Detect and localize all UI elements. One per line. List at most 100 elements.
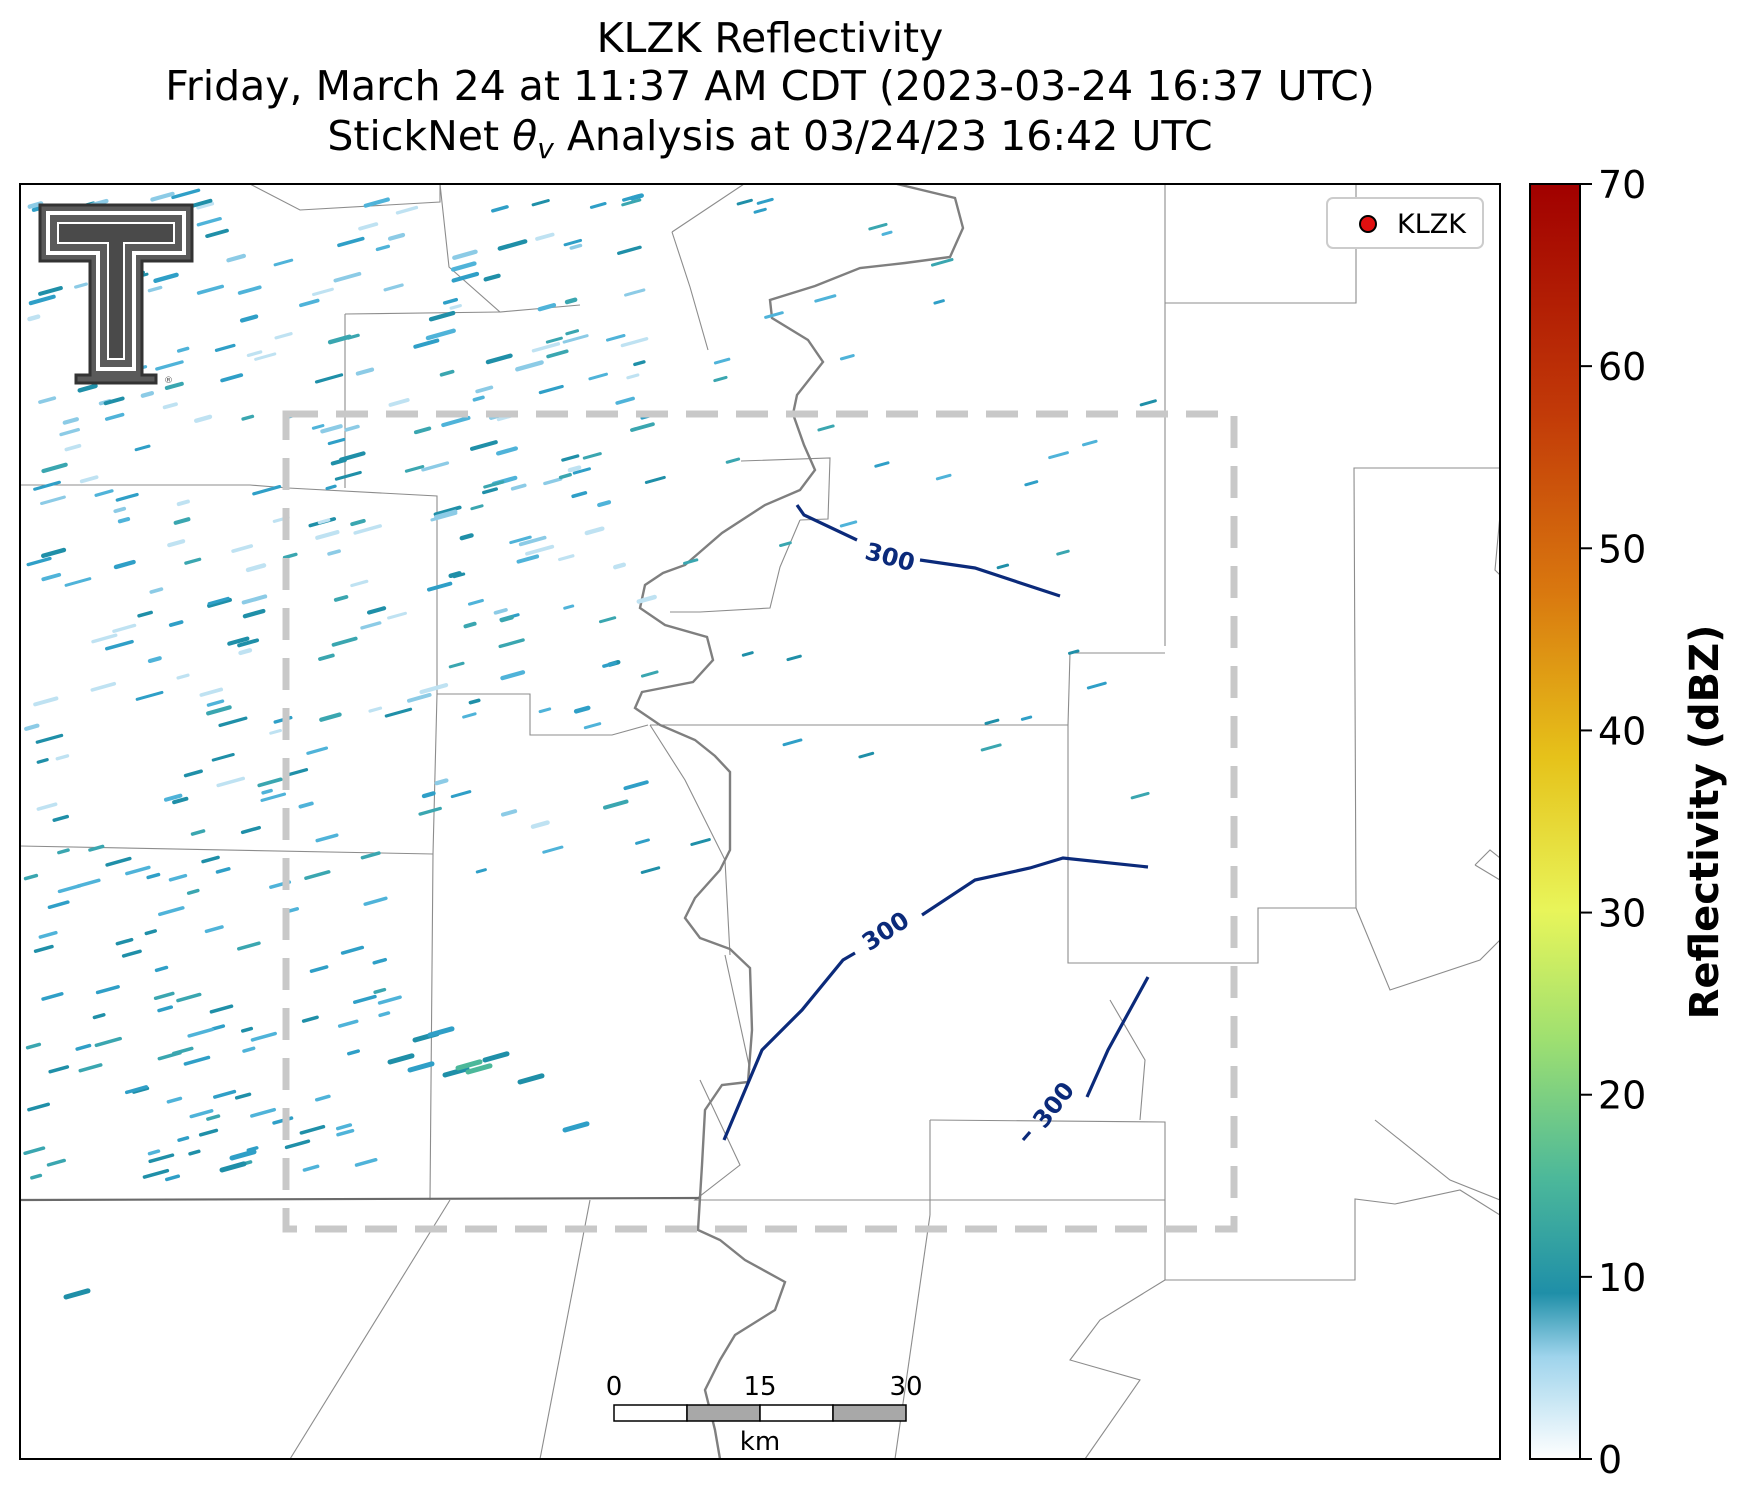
- reflectivity-echo: [933, 299, 945, 305]
- reflectivity-echo: [640, 866, 661, 874]
- reflectivity-echo: [868, 222, 888, 231]
- reflectivity-echo: [220, 373, 244, 383]
- reflectivity-echo: [33, 696, 59, 707]
- reflectivity-echo: [482, 487, 498, 495]
- reflectivity-echo: [214, 343, 236, 352]
- colorbar-ticks: 0 10 20 30 40 50 60 70: [1580, 163, 1646, 1482]
- reflectivity-echo: [211, 752, 235, 762]
- reflectivity-echo: [372, 957, 388, 965]
- reflectivity-echo: [515, 360, 544, 372]
- reflectivity-echo: [213, 1089, 237, 1099]
- reflectivity-echo: [636, 594, 657, 604]
- map-frame: [19, 183, 1501, 1460]
- reflectivity-echo: [384, 707, 413, 718]
- scale-bar: 0 15 30 km: [606, 1372, 923, 1457]
- reflectivity-echo: [88, 844, 105, 852]
- reflectivity-echo: [30, 1173, 43, 1180]
- reflectivity-echo: [537, 303, 557, 312]
- reflectivity-echo: [624, 288, 646, 297]
- reflectivity-echo: [162, 402, 178, 410]
- reflectivity-echo: [404, 465, 425, 473]
- reflectivity-echo: [41, 572, 62, 582]
- reflectivity-echo: [147, 1149, 161, 1156]
- colorbar-tick-label: 10: [1598, 1256, 1646, 1300]
- reflectivity-echo: [617, 245, 642, 255]
- reflectivity-echo: [407, 1061, 435, 1073]
- reflectivity-echo: [1020, 715, 1033, 721]
- reflectivity-echo: [273, 258, 294, 267]
- reflectivity-echo: [448, 571, 462, 579]
- reflectivity-echo: [497, 239, 528, 251]
- reflectivity-echo: [563, 238, 583, 247]
- reflectivity-echo: [167, 539, 186, 548]
- reflectivity-echo: [500, 670, 526, 681]
- reflectivity-echo: [426, 581, 453, 592]
- reflectivity-echo: [558, 554, 575, 562]
- reflectivity-echo: [304, 870, 331, 880]
- reflectivity-echo: [315, 530, 340, 540]
- reflectivity-echo: [377, 995, 402, 1005]
- reflectivity-echo: [572, 467, 591, 475]
- reflectivity-echo: [753, 207, 767, 214]
- reflectivity-echo: [240, 825, 261, 835]
- reflectivity-echo: [64, 443, 82, 452]
- reflectivity-echo: [419, 683, 449, 695]
- reflectivity-echo: [485, 353, 513, 365]
- colorbar-tick-label: 20: [1598, 1074, 1646, 1118]
- reflectivity-echo: [630, 422, 655, 432]
- reflectivity-echo: [173, 517, 191, 525]
- reflectivity-echo: [157, 1005, 174, 1013]
- reflectivity-echo: [736, 198, 753, 206]
- contour-label-2: 300: [857, 906, 914, 957]
- theta-v-contours: [722, 504, 1150, 1142]
- reflectivity-echo: [439, 369, 455, 377]
- reflectivity-echo: [41, 992, 64, 1001]
- reflectivity-echo: [184, 557, 202, 565]
- reflectivity-echo: [104, 412, 125, 421]
- reflectivity-echo: [206, 699, 225, 707]
- reflectivity-echo: [75, 1043, 92, 1051]
- reflectivity-echo: [588, 372, 608, 381]
- reflectivity-echo: [153, 272, 179, 283]
- reflectivity-echo: [91, 633, 118, 644]
- reflectivity-echo: [475, 868, 487, 874]
- reflectivity-echo: [496, 446, 518, 456]
- reflectivity-echo: [105, 639, 134, 651]
- reflectivity-echo: [134, 444, 151, 452]
- reflectivity-echo: [756, 197, 774, 205]
- reflectivity-echo: [635, 838, 650, 845]
- reflectivity-echo: [413, 426, 432, 435]
- reflectivity-echo: [336, 1128, 355, 1137]
- reflectivity-echo: [350, 518, 366, 527]
- scalebar-tick-15: 15: [743, 1372, 776, 1402]
- colorbar-tick-label: 0: [1598, 1438, 1622, 1482]
- reflectivity-echo: [241, 414, 255, 421]
- reflectivity-echo: [333, 594, 349, 602]
- reflectivity-echo: [395, 205, 419, 215]
- reflectivity-echo: [563, 604, 575, 610]
- reflectivity-echo: [164, 381, 184, 390]
- reflectivity-echo: [598, 616, 617, 624]
- reflectivity-echo: [387, 611, 407, 620]
- reflectivity-echo: [786, 654, 802, 662]
- reflectivity-echo: [153, 991, 175, 1001]
- reflectivity-echo: [218, 716, 248, 728]
- reflectivity-echo: [567, 465, 582, 473]
- reflectivity-echo: [26, 556, 52, 567]
- reflectivity-echo: [517, 1073, 545, 1085]
- chart-title-line-3: StickNet θv Analysis at 03/24/23 16:42 U…: [327, 112, 1213, 165]
- reflectivity-echo: [306, 746, 329, 755]
- reflectivity-echo: [996, 563, 1010, 570]
- reflectivity-echo: [165, 1174, 181, 1182]
- svg-text:®: ®: [164, 376, 173, 386]
- reflectivity-echo: [135, 690, 164, 701]
- reflectivity-echo: [314, 1094, 331, 1102]
- reflectivity-echo: [311, 424, 325, 430]
- reflectivity-echo: [194, 414, 213, 423]
- reflectivity-echo: [425, 328, 456, 341]
- reflectivity-echo: [113, 506, 127, 514]
- reflectivity-echo: [690, 838, 711, 846]
- reflectivity-echo: [518, 535, 547, 547]
- reflectivity-echo: [452, 249, 478, 260]
